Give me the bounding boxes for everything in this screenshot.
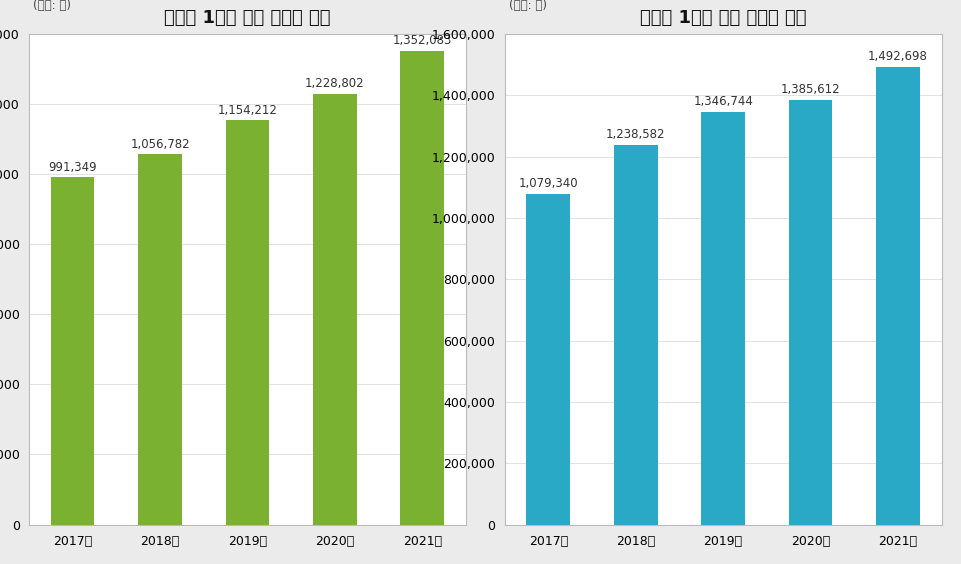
- Text: 1,238,582: 1,238,582: [606, 128, 665, 141]
- Bar: [51, 177, 94, 525]
- Text: 1,352,083: 1,352,083: [393, 34, 452, 47]
- Bar: [527, 193, 570, 525]
- Text: 1,154,212: 1,154,212: [217, 104, 278, 117]
- Text: 1,492,698: 1,492,698: [868, 50, 928, 63]
- Bar: [702, 112, 745, 525]
- Title: 연도별 1인당 연간 보험료 추이: 연도별 1인당 연간 보험료 추이: [164, 8, 331, 27]
- Bar: [138, 154, 182, 525]
- Text: 1,056,782: 1,056,782: [130, 138, 190, 151]
- Text: 991,349: 991,349: [48, 161, 97, 174]
- Title: 연도별 1인당 연간 급여비 추이: 연도별 1인당 연간 급여비 추이: [640, 8, 806, 27]
- Text: 1,346,744: 1,346,744: [693, 95, 753, 108]
- Bar: [313, 94, 357, 525]
- Bar: [226, 120, 269, 525]
- Text: (단위: 원): (단위: 원): [509, 0, 547, 12]
- Bar: [876, 67, 920, 525]
- Text: 1,385,612: 1,385,612: [780, 83, 841, 96]
- Bar: [401, 51, 444, 525]
- Bar: [789, 100, 832, 525]
- Text: 1,079,340: 1,079,340: [518, 177, 579, 190]
- Text: (단위: 원): (단위: 원): [34, 0, 71, 12]
- Text: 1,228,802: 1,228,802: [305, 77, 365, 90]
- Bar: [614, 145, 657, 525]
